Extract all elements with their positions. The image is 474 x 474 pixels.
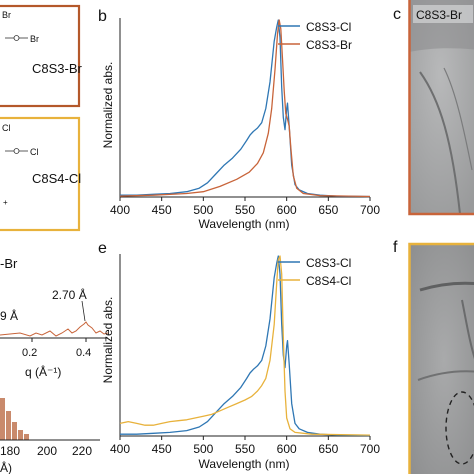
q-tick-label-1: 0.2 (22, 347, 37, 359)
tem-frame-f (408, 242, 474, 474)
structure-bond-bottom (5, 148, 28, 154)
x-tick-label: 500 (193, 203, 213, 217)
tem-fiber-c (419, 71, 461, 215)
compound-label-top: C8S3-Br (32, 61, 83, 76)
chart-b-xlabel: Wavelength (nm) (199, 217, 290, 231)
chart-e: 400 450 500 550 600 650 700 C8S3-Cl C8S4-Cl (110, 254, 380, 456)
panel-f: f (393, 239, 474, 474)
tem-fiber-f-2 (461, 299, 474, 360)
panel-letter-c: c (393, 6, 401, 23)
panel-d: -Br 9 Å 2.70 Å 0.2 0.4 q (Å⁻¹) 180 200 2… (0, 256, 109, 474)
tem-frame-c (408, 0, 474, 216)
series-line-1 (119, 19, 371, 198)
x-tick-label: 650 (318, 203, 338, 217)
structure-text-bottom: Cl (2, 123, 11, 133)
hist-bar (6, 411, 11, 440)
hist-bar (18, 430, 23, 440)
annotation-arrow (81, 300, 86, 322)
structure-bond-top (5, 35, 28, 41)
legend-label-1: C8S3-Br (306, 38, 352, 52)
tem-fiber-f-3 (417, 370, 474, 381)
chart-e-xlabel: Wavelength (nm) (199, 457, 290, 471)
hist-tick-1: 180 (0, 444, 20, 458)
panel-b: b Normalized abs. 400 450 500 550 600 650 700 C… (98, 8, 380, 231)
panel-d-title: -Br (0, 256, 18, 271)
panel-c: c C8S3-Br (393, 0, 474, 216)
x-tick-label: 550 (235, 203, 255, 217)
tem-fiber-f (419, 281, 474, 292)
x-tick-label: 450 (152, 203, 172, 217)
structure-text-top-2: Br (30, 34, 39, 44)
tem-image-f (409, 244, 474, 474)
x-tick-label: 550 (235, 442, 255, 456)
q-axis-label: q (Å⁻¹) (25, 364, 61, 379)
hist-tick-3: 220 (72, 444, 92, 458)
x-tick-label: 400 (110, 203, 130, 217)
panel-a: Br Br C8S3-Br Cl Cl C8S4-Cl + (0, 4, 83, 232)
x-tick-label: 600 (277, 203, 297, 217)
x-tick-label: 700 (360, 442, 380, 456)
saxs-annotation-2: 2.70 Å (52, 287, 87, 302)
compound-label-bottom: C8S4-Cl (32, 171, 81, 186)
legend-label-0: C8S3-Cl (306, 20, 351, 34)
tem-label-c: C8S3-Br (416, 8, 462, 22)
structure-frame-bottom (0, 116, 81, 232)
hist-tick-2: 200 (37, 444, 57, 458)
chart-b-ylabel: Normalized abs. (101, 62, 115, 149)
x-tick-label: 500 (193, 442, 213, 456)
saxs-annotation-1: 9 Å (0, 308, 18, 323)
saxs-curve (0, 321, 109, 337)
histogram-bars (0, 398, 29, 440)
chart-e-ylabel: Normalized abs. (101, 297, 115, 384)
legend-label-1: C8S4-Cl (306, 274, 351, 288)
tem-fiber-c-2 (443, 67, 473, 171)
structure-text-top: Br (2, 10, 11, 20)
x-tick-label: 650 (318, 442, 338, 456)
panel-letter-e: e (98, 240, 107, 257)
hist-axis-label: Å) (0, 460, 12, 474)
hist-bar (0, 398, 5, 440)
x-tick-label: 450 (152, 442, 172, 456)
panel-letter-b: b (98, 8, 107, 25)
series-line-0 (120, 255, 371, 437)
x-tick-label: 600 (277, 442, 297, 456)
panel-e: e Normalized abs. 400 450 500 550 600 650 700 C… (98, 240, 380, 471)
tem-highlight-f (445, 391, 474, 465)
panel-letter-f: f (393, 239, 398, 256)
hist-bar (24, 434, 29, 440)
x-tick-label: 400 (110, 442, 130, 456)
chart-b: 400 450 500 550 600 650 700 C8S3-Cl C8S3-Br (110, 18, 380, 217)
structure-frame-top (0, 4, 81, 108)
hist-bar (12, 422, 17, 440)
q-tick-label-2: 0.4 (76, 347, 91, 359)
x-tick-label: 700 (360, 203, 380, 217)
series-line-1 (119, 255, 371, 436)
structure-charge: + (3, 198, 8, 207)
structure-text-bottom-2: Cl (30, 147, 39, 157)
legend-label-0: C8S3-Cl (306, 256, 351, 270)
tem-label-bg-c (413, 5, 473, 23)
